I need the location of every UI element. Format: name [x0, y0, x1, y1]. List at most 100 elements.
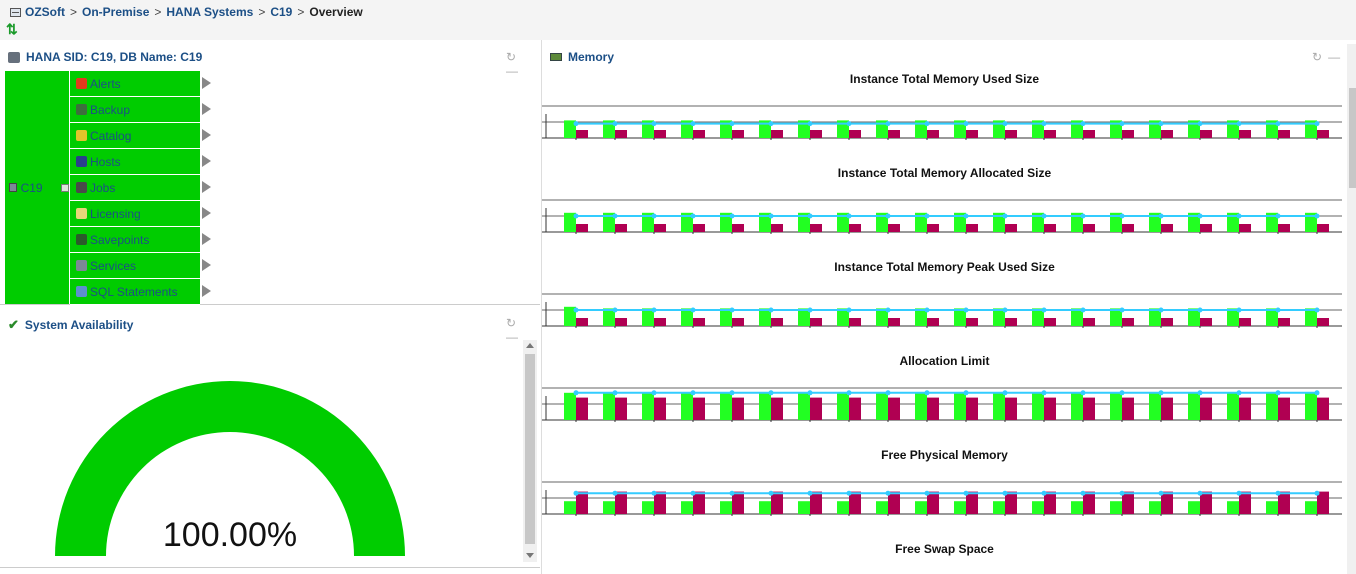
- refresh-icon[interactable]: ↻: [1312, 50, 1329, 64]
- expand-arrow-icon[interactable]: [202, 181, 211, 193]
- memory-chart: [542, 105, 1342, 140]
- series-point: [729, 213, 735, 219]
- availability-scrollbar[interactable]: [523, 340, 537, 562]
- tree-item-licensing[interactable]: Licensing: [70, 201, 211, 227]
- scroll-thumb[interactable]: [1349, 88, 1356, 188]
- tree-item-services[interactable]: Services: [70, 253, 211, 279]
- expand-arrow-icon[interactable]: [202, 77, 211, 89]
- bar-crimson: [927, 224, 939, 232]
- bar-crimson: [927, 491, 939, 514]
- bar-crimson: [1044, 491, 1056, 514]
- bar-green: [954, 308, 966, 326]
- bar-green: [759, 120, 771, 138]
- bar-green: [1188, 212, 1200, 232]
- series-point: [690, 490, 696, 496]
- tree-item-hosts[interactable]: Hosts: [70, 149, 211, 175]
- breadcrumb-on-premise[interactable]: On-Premise: [82, 5, 150, 19]
- bar-crimson: [1122, 491, 1134, 514]
- bar-green: [1032, 392, 1044, 420]
- expand-arrow-icon[interactable]: [202, 103, 211, 115]
- availability-gauge: 100.00%: [50, 376, 410, 556]
- bar-crimson: [927, 397, 939, 420]
- series-point: [1314, 390, 1320, 396]
- bar-green: [564, 120, 576, 138]
- bar-crimson: [810, 397, 822, 420]
- bar-crimson: [1005, 318, 1017, 326]
- expand-arrow-icon[interactable]: [202, 155, 211, 167]
- bar-crimson: [849, 491, 861, 514]
- expand-arrow-icon[interactable]: [202, 285, 211, 297]
- expand-arrow-icon[interactable]: [202, 259, 211, 271]
- refresh-icon[interactable]: ↻: [506, 316, 523, 330]
- bar-green: [1227, 392, 1239, 420]
- expand-arrow-icon[interactable]: [202, 129, 211, 141]
- bar-green: [1110, 392, 1122, 420]
- bar-crimson: [966, 224, 978, 232]
- bar-crimson: [576, 491, 588, 514]
- refresh-icon[interactable]: ↻: [506, 50, 523, 64]
- database-icon: [8, 51, 20, 63]
- breadcrumb-ozsoft[interactable]: OZSoft: [25, 5, 65, 19]
- bar-crimson: [1317, 224, 1329, 232]
- bar-green: [1110, 308, 1122, 326]
- bar-crimson: [576, 397, 588, 420]
- series-point: [1080, 490, 1086, 496]
- bar-green: [798, 392, 810, 420]
- bar-green: [759, 501, 771, 514]
- bar-crimson: [693, 318, 705, 326]
- tree-item-label: Jobs: [90, 180, 116, 195]
- breadcrumb-c19[interactable]: C19: [270, 5, 293, 19]
- series-point: [1158, 390, 1164, 396]
- collapse-toggle-icon[interactable]: [60, 183, 69, 192]
- bar-green: [876, 501, 888, 514]
- chart-title: Instance Total Memory Used Size: [849, 72, 1040, 86]
- tree-root-node[interactable]: C19: [5, 71, 69, 304]
- series-point: [1158, 121, 1164, 127]
- bar-green: [603, 308, 615, 326]
- expand-arrow-icon[interactable]: [202, 233, 211, 245]
- series-point: [729, 121, 735, 127]
- series-point: [1080, 213, 1086, 219]
- series-point: [651, 307, 657, 313]
- bar-crimson: [810, 130, 822, 138]
- tree-item-catalog[interactable]: Catalog: [70, 123, 211, 149]
- check-icon: ✔: [8, 317, 19, 332]
- system-node-icon: [9, 183, 17, 192]
- bar-crimson: [732, 130, 744, 138]
- tree-item-label: Backup: [90, 102, 131, 117]
- tree-item-savepoints[interactable]: Savepoints: [70, 227, 211, 253]
- bar-crimson: [693, 491, 705, 514]
- panel-controls: ↻—: [506, 50, 540, 78]
- scroll-down-arrow-icon[interactable]: [526, 553, 534, 558]
- memory-scrollbar[interactable]: [1347, 44, 1356, 574]
- tree-item-alerts[interactable]: Alerts: [70, 71, 211, 97]
- bar-crimson: [1083, 491, 1095, 514]
- scroll-thumb[interactable]: [525, 354, 535, 544]
- bar-green: [1227, 501, 1239, 514]
- series-point: [963, 307, 969, 313]
- bar-crimson: [810, 491, 822, 514]
- breadcrumb-hana-systems[interactable]: HANA Systems: [166, 5, 254, 19]
- series-point: [1158, 490, 1164, 496]
- tree-item-sql-statements[interactable]: SQL Statements: [70, 279, 211, 305]
- series-point: [768, 490, 774, 496]
- tree-item-backup[interactable]: Backup: [70, 97, 211, 123]
- tree-item-jobs[interactable]: Jobs: [70, 175, 211, 201]
- bar-crimson: [771, 318, 783, 326]
- bar-crimson: [1239, 130, 1251, 138]
- tree-root-label: C19: [20, 180, 43, 195]
- minimize-icon[interactable]: —: [506, 64, 524, 78]
- bar-crimson: [654, 130, 666, 138]
- bar-crimson: [1161, 224, 1173, 232]
- bar-green: [1305, 120, 1317, 138]
- top-bar: OZSoft > On-Premise > HANA Systems > C19…: [0, 0, 1356, 40]
- scroll-up-arrow-icon[interactable]: [526, 343, 534, 348]
- expand-arrow-icon[interactable]: [202, 207, 211, 219]
- series-point: [846, 307, 852, 313]
- refresh-all-icon[interactable]: ⇅: [6, 21, 18, 37]
- minimize-icon[interactable]: —: [506, 330, 524, 344]
- bar-green: [876, 212, 888, 232]
- tree-item-label: Catalog: [90, 128, 132, 143]
- minimize-icon[interactable]: —: [1328, 50, 1347, 64]
- bar-crimson: [615, 491, 627, 514]
